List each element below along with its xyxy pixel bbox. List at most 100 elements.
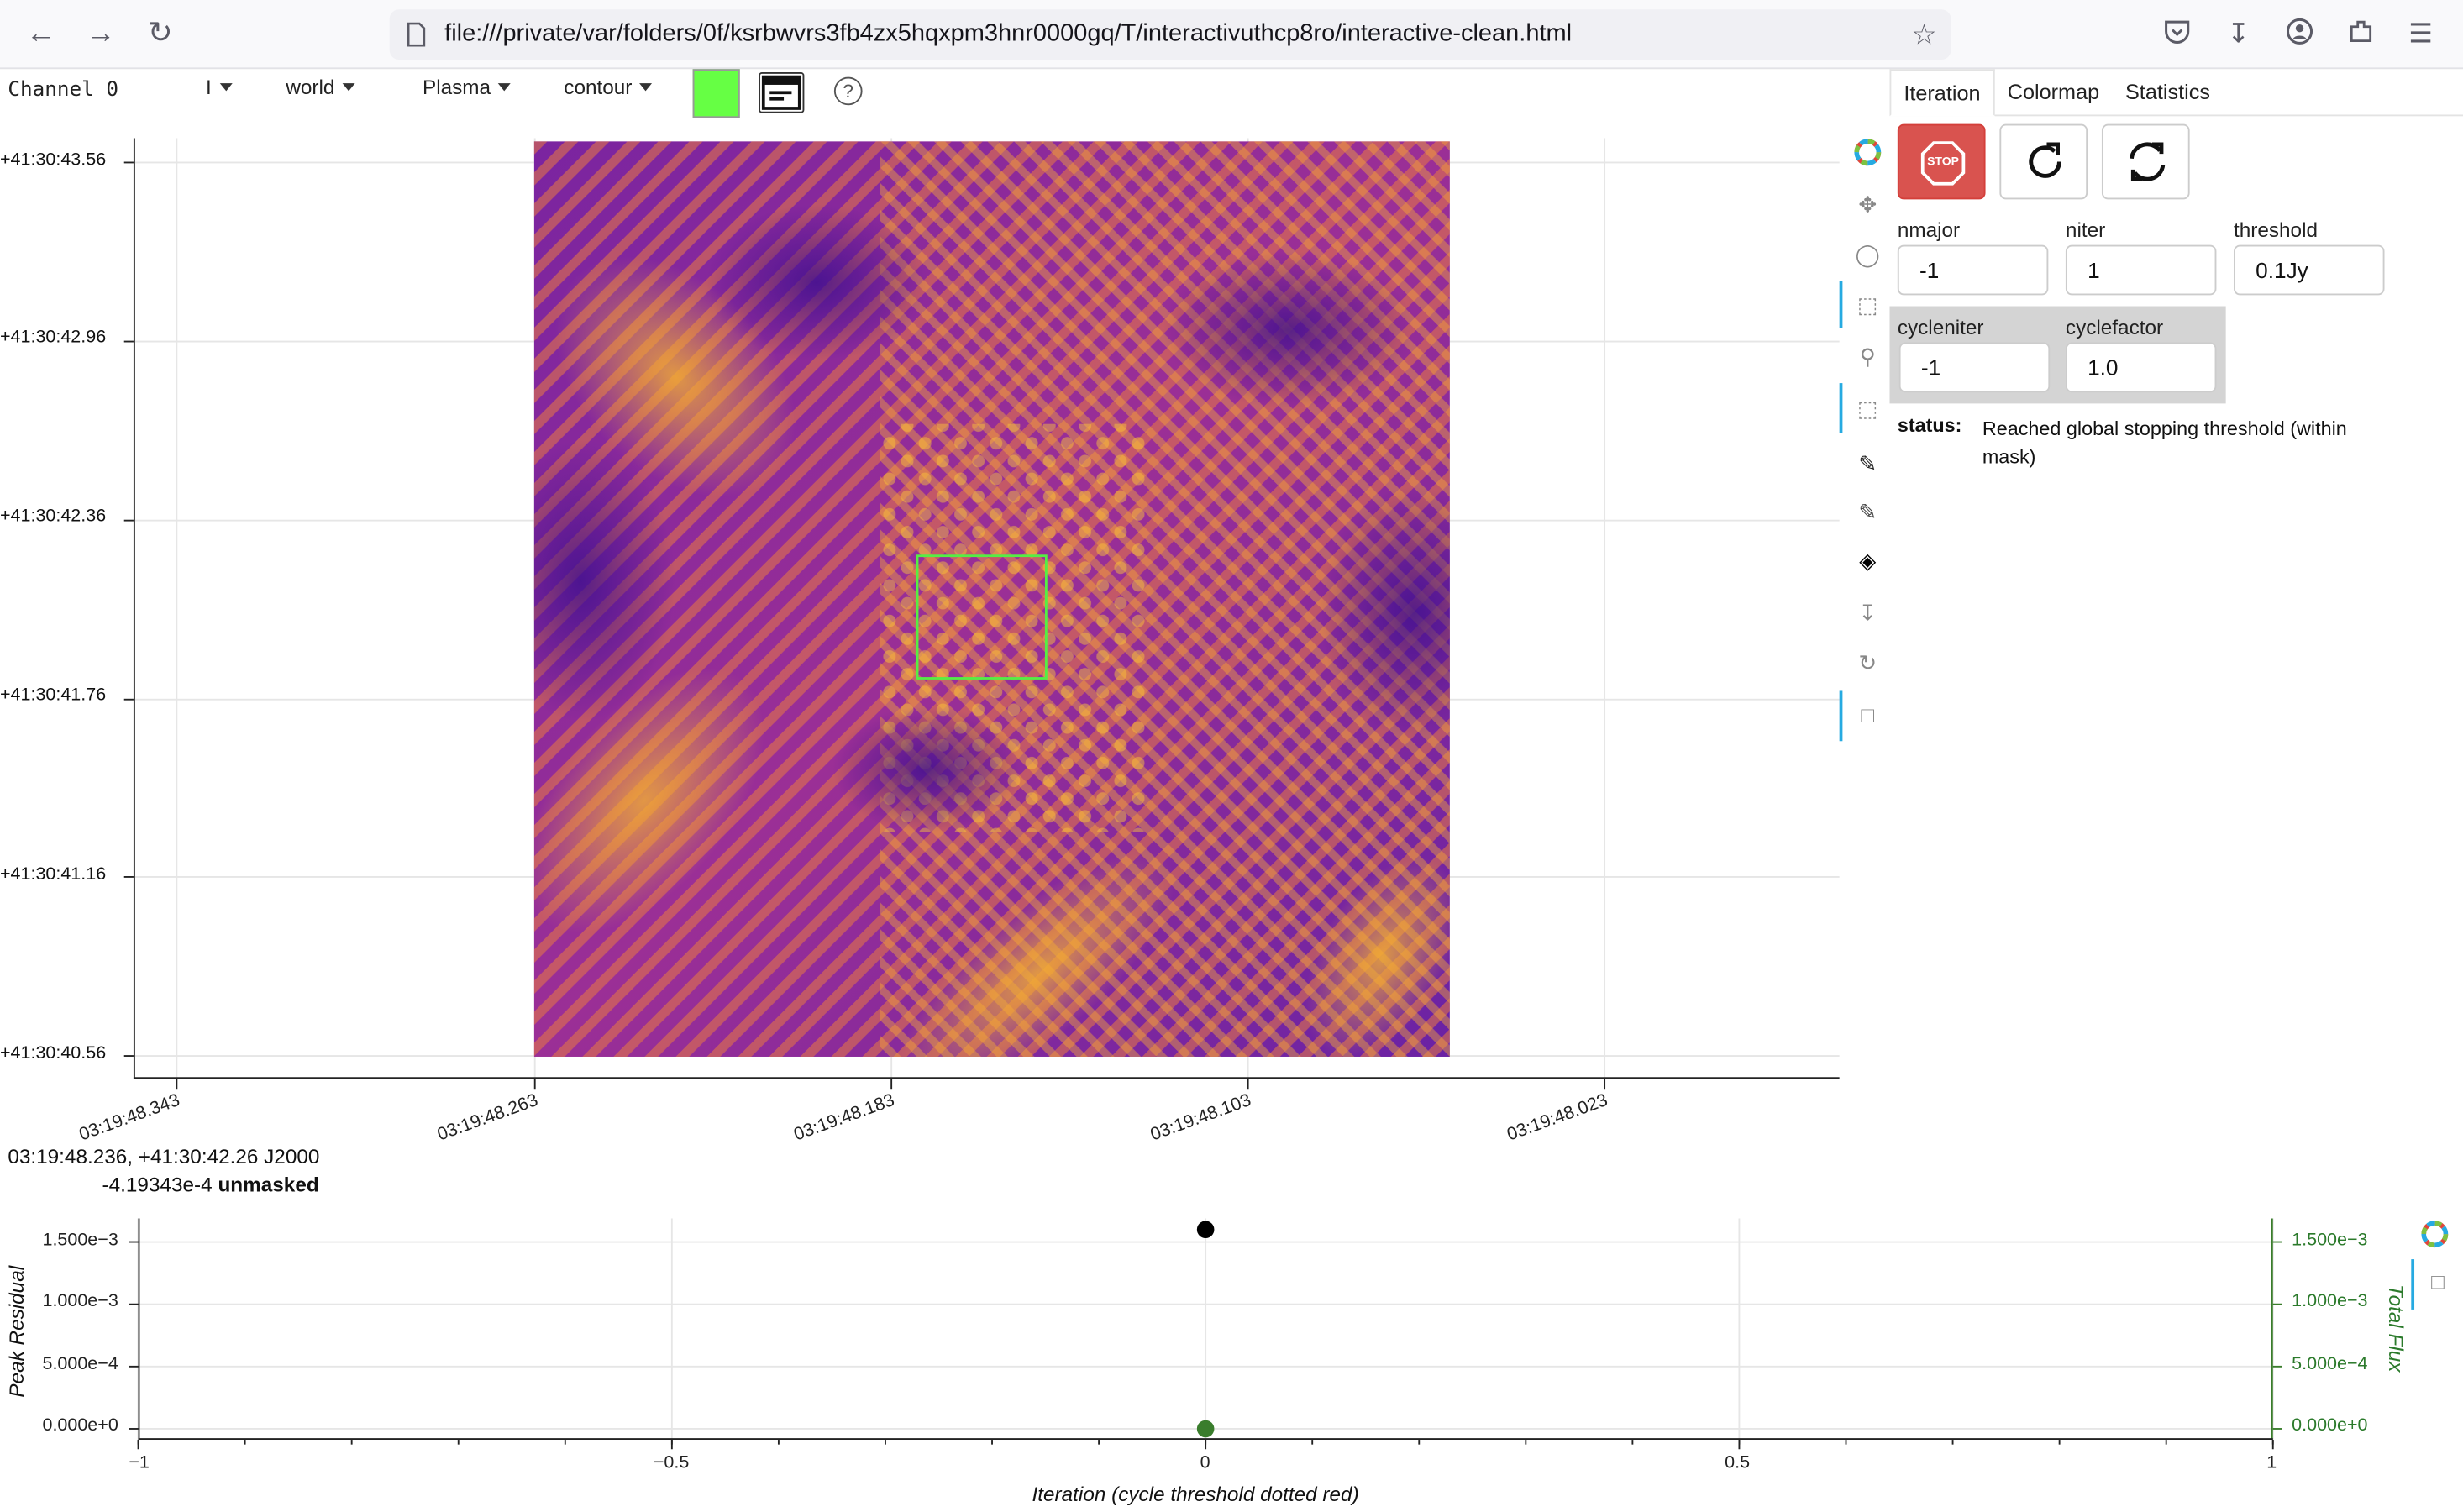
refresh-icon <box>2130 142 2166 181</box>
reset-icon[interactable]: ↻ <box>1858 649 1877 675</box>
colormap-value: Plasma <box>423 75 491 99</box>
threshold-label: threshold <box>2233 218 2319 242</box>
y-tick-mark <box>123 876 134 878</box>
threshold-input[interactable]: 0.1Jy <box>2233 244 2385 296</box>
y-tick-mark <box>123 519 134 522</box>
status-label: status: <box>1897 414 1962 437</box>
y-tick-label: +41:30:42.36 <box>0 507 107 527</box>
niter-label: niter <box>2065 218 2106 242</box>
contour-select[interactable]: contour <box>564 76 653 99</box>
y-tick-mark <box>123 161 134 164</box>
box-edit-icon[interactable]: ⬚ <box>1856 396 1878 421</box>
x-tick-label: 1 <box>2266 1453 2277 1473</box>
y-tick-label: +41:30:41.76 <box>0 685 107 706</box>
reload-icon[interactable]: ↻ <box>147 17 173 50</box>
x-tick-label: 0 <box>1200 1453 1210 1473</box>
stokes-select[interactable]: I <box>206 76 233 99</box>
browser-toolbar: ← → ↻ file:///private/var/folders/0f/ksr… <box>0 0 2463 70</box>
y-tick-mark <box>123 698 134 701</box>
chevron-down-icon <box>498 83 512 92</box>
niter-input[interactable]: 1 <box>2065 244 2217 296</box>
cycleniter-label: cycleniter <box>1897 315 1984 339</box>
finish-button[interactable] <box>2101 123 2190 200</box>
tab-colormap[interactable]: Colormap <box>2007 80 2100 104</box>
y-tick-label: +41:30:40.56 <box>0 1044 107 1063</box>
help-icon[interactable]: ? <box>833 76 863 106</box>
lasso-select-icon[interactable]: ◯ <box>1855 241 1880 267</box>
total-flux-axis-label: Total Flux <box>2384 1284 2408 1373</box>
box-zoom-icon[interactable]: ⚲ <box>1859 344 1876 370</box>
active-tool-indicator <box>1839 383 1843 433</box>
pocket-icon[interactable] <box>2160 18 2194 52</box>
residual-image[interactable] <box>533 141 1450 1057</box>
page-icon <box>407 22 426 47</box>
redo-icon <box>2029 142 2061 178</box>
y-tick-mark <box>123 340 134 343</box>
nmajor-input[interactable]: -1 <box>1897 244 2049 296</box>
peak-residual-axis-label: Peak Residual <box>4 1265 29 1398</box>
save-icon[interactable]: ↧ <box>1858 600 1877 625</box>
active-tool-indicator <box>1839 281 1843 328</box>
download-icon[interactable]: ↧ <box>2227 18 2250 49</box>
active-tool-indicator <box>2411 1259 2415 1310</box>
hover-tool-icon[interactable]: □ <box>1861 701 1875 727</box>
channel-label: Channel 0 <box>8 78 119 102</box>
menu-icon[interactable]: ☰ <box>2408 18 2433 49</box>
x-tick-mark <box>1604 1079 1606 1090</box>
grid-line <box>176 138 178 1079</box>
cursor-value: -4.19343e-4 <box>102 1173 213 1197</box>
wheel-zoom-icon[interactable]: ✎ <box>1858 450 1877 476</box>
crosshair-icon[interactable]: ◈ <box>1859 548 1877 574</box>
forward-icon[interactable]: → <box>85 17 116 50</box>
y-tick-label-left: 1.000e−3 <box>42 1292 118 1311</box>
stop-button[interactable]: STOP <box>1897 123 1986 200</box>
bokeh-logo-icon[interactable] <box>2419 1218 2454 1252</box>
y-tick-label-right: 1.000e−3 <box>2292 1292 2368 1311</box>
cursor-value-line: -4.19343e-4 unmasked <box>102 1173 319 1196</box>
tab-divider <box>1889 114 2463 117</box>
x-tick-mark <box>176 1079 178 1090</box>
x-tick-label: 03:19:48.263 <box>434 1091 541 1146</box>
y-tick-label-right: 5.000e−4 <box>2292 1355 2368 1374</box>
mask-color-picker[interactable] <box>692 69 740 118</box>
cyclefactor-input[interactable]: 1.0 <box>2065 342 2217 393</box>
eraser-icon[interactable]: ✎ <box>1858 499 1877 525</box>
y-tick-label: +41:30:41.16 <box>0 864 107 885</box>
y-tick-label-left: 5.000e−4 <box>42 1355 118 1374</box>
back-icon[interactable]: ← <box>25 17 56 50</box>
box-select-icon[interactable]: ⬚ <box>1856 291 1878 318</box>
bokeh-logo-icon[interactable] <box>1851 137 1885 171</box>
active-tool-indicator <box>1839 690 1843 742</box>
x-tick-label: 03:19:48.023 <box>1505 1091 1611 1146</box>
account-icon[interactable] <box>2282 18 2317 52</box>
cycleniter-input[interactable]: -1 <box>1898 342 2051 393</box>
url-bar[interactable]: file:///private/var/folders/0f/ksrbwvrs3… <box>389 9 1951 60</box>
pan-icon[interactable]: ✥ <box>1858 192 1877 217</box>
extensions-icon[interactable] <box>2344 18 2378 52</box>
coordinates-value: world <box>286 75 335 99</box>
log-panel-icon[interactable] <box>759 71 805 113</box>
bookmark-star-icon[interactable]: ☆ <box>1911 18 1937 50</box>
peak-residual-point <box>1196 1221 1215 1238</box>
convergence-plot[interactable] <box>129 1218 2282 1450</box>
x-tick-label: 03:19:48.103 <box>1147 1091 1254 1146</box>
tab-iteration[interactable]: Iteration <box>1889 69 1995 117</box>
y-tick-label-right: 1.500e−3 <box>2292 1231 2368 1250</box>
chevron-down-icon <box>639 83 653 92</box>
x-tick-label: −0.5 <box>653 1453 690 1473</box>
chevron-down-icon <box>342 83 355 92</box>
mask-region[interactable] <box>916 554 1048 680</box>
coordinates-select[interactable]: world <box>286 75 355 99</box>
tab-statistics[interactable]: Statistics <box>2124 80 2210 104</box>
stop-label: STOP <box>1927 154 1960 169</box>
colormap-select[interactable]: Plasma <box>423 75 512 99</box>
y-axis-line <box>133 138 135 1079</box>
x-tick-label: 03:19:48.183 <box>791 1091 898 1146</box>
total-flux-point <box>1196 1420 1215 1438</box>
hover-tool-icon[interactable]: □ <box>2431 1268 2445 1294</box>
grid-line <box>1604 138 1606 1079</box>
chevron-down-icon <box>219 83 233 92</box>
image-plot[interactable] <box>133 138 1840 1079</box>
x-axis-label: Iteration (cycle threshold dotted red) <box>1032 1482 1359 1506</box>
continue-button[interactable] <box>1999 123 2088 200</box>
